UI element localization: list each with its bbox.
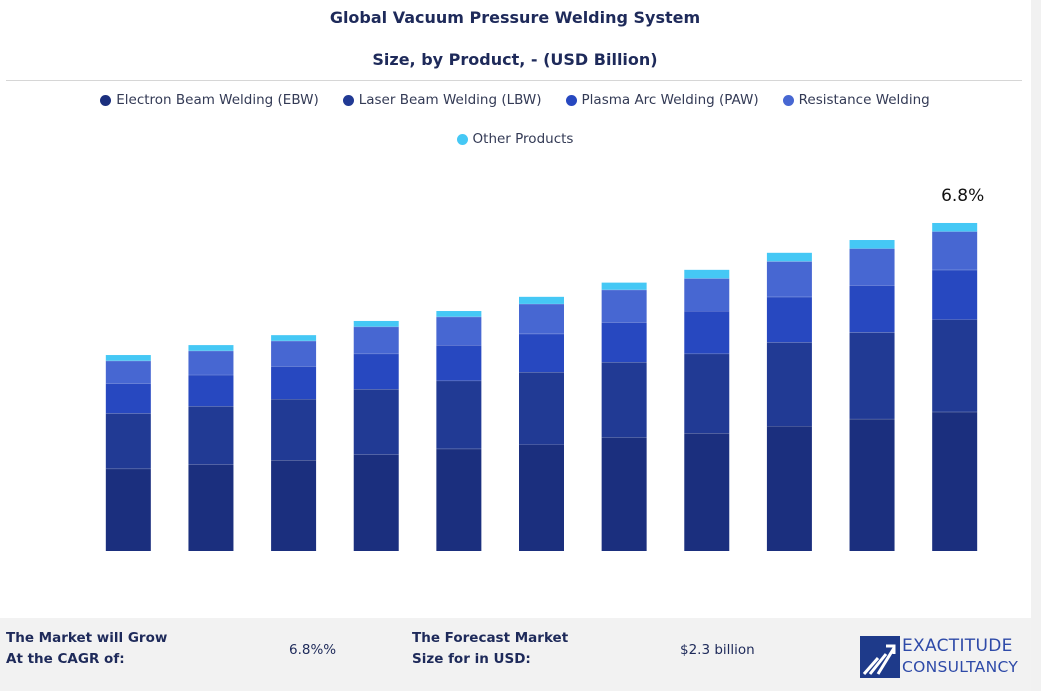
bar-segment: [271, 340, 317, 367]
bar-segment: [932, 319, 978, 412]
bar-segment: [519, 296, 564, 304]
legend-label: Resistance Welding: [798, 92, 930, 108]
label-line: At the CAGR of:: [6, 651, 125, 667]
label-line: The Forecast Market: [412, 630, 569, 646]
cagr-value: 6.8%%: [289, 642, 337, 658]
legend-item: Electron Beam Welding (EBW): [100, 89, 319, 111]
bar-segment: [519, 333, 564, 373]
bar-segment: [436, 311, 482, 317]
bar-segment: [684, 353, 730, 434]
bar-segment: [932, 269, 978, 320]
bar-segment: [601, 437, 647, 551]
bar-segment: [849, 248, 895, 286]
bar-segment: [188, 350, 234, 375]
bar-segment: [766, 252, 812, 262]
scrollbar: [1031, 0, 1041, 691]
divider: [6, 80, 1022, 81]
chart: 6.8%: [105, 186, 984, 551]
bar-segment: [849, 418, 895, 551]
bar-segment: [105, 383, 151, 414]
bar-segment: [436, 380, 482, 449]
legend-item: Other Products: [456, 128, 574, 150]
legend-marker: [100, 94, 112, 106]
bar-segment: [684, 311, 730, 354]
legend-marker: [342, 94, 354, 106]
bar-segment: [766, 426, 812, 551]
bar-segment: [353, 353, 399, 390]
bar-segment: [684, 433, 730, 551]
bar-segment: [436, 345, 482, 381]
bar-segment: [519, 444, 564, 551]
bar-segment: [271, 366, 317, 400]
bar-segment: [188, 374, 234, 407]
bar-segment: [766, 261, 812, 297]
bar-segment: [932, 411, 978, 551]
legend-marker: [782, 94, 794, 106]
bar-segment: [436, 448, 482, 551]
bar-segment: [932, 231, 978, 270]
legend-label: Other Products: [472, 131, 574, 147]
bar-segment: [849, 332, 895, 419]
forecast-value: $2.3 billion: [680, 642, 755, 658]
bar-segment: [849, 285, 895, 333]
bar-segment: [519, 303, 564, 334]
bar-segment: [105, 468, 151, 551]
footer: The Market will Grow At the CAGR of: 6.8%…: [0, 618, 1031, 691]
bar-segment: [271, 399, 317, 461]
bar-segment: [601, 289, 647, 323]
bar-segment: [188, 345, 234, 351]
legend-label: Laser Beam Welding (LBW): [358, 92, 542, 108]
bar-segment: [353, 320, 399, 327]
logo-icon: [860, 636, 900, 678]
bar-segment: [601, 282, 647, 290]
label-line: Size for in USD:: [412, 651, 531, 667]
legend-label: Electron Beam Welding (EBW): [116, 92, 319, 108]
bar-segment: [684, 269, 730, 279]
cagr-label: The Market will Grow At the CAGR of:: [6, 628, 167, 670]
bar-segment: [188, 464, 234, 551]
bar-segment: [353, 454, 399, 551]
bar-segment: [684, 278, 730, 312]
bar-segment: [105, 413, 151, 469]
bar-segment: [766, 342, 812, 427]
bar-segment: [105, 355, 151, 361]
bar-segment: [519, 372, 564, 445]
annotation: 6.8%: [941, 186, 984, 206]
bar-segment: [188, 406, 234, 465]
bar-segment: [271, 335, 317, 341]
legend-label: Plasma Arc Welding (PAW): [581, 92, 759, 108]
bar-segment: [353, 389, 399, 455]
legend: Electron Beam Welding (EBW) Laser Beam We…: [85, 89, 945, 150]
legend-marker: [456, 133, 468, 145]
logo-text: EXACTITUDE: [902, 636, 1013, 656]
bar-segment: [932, 222, 978, 232]
bar-segment: [353, 326, 399, 354]
bar-segment: [105, 360, 151, 384]
forecast-label: The Forecast Market Size for in USD:: [412, 628, 568, 670]
bar-segment: [436, 316, 482, 346]
chart-subtitle: Size, by Product, - (USD Billion): [372, 50, 658, 69]
bar-segment: [601, 322, 647, 363]
bar-segment: [271, 460, 317, 551]
bar-segment: [849, 240, 895, 249]
label-line: The Market will Grow: [6, 630, 168, 646]
bar-segment: [766, 296, 812, 343]
chart-title: Global Vacuum Pressure Welding System: [329, 8, 701, 27]
legend-item: Resistance Welding: [782, 89, 930, 111]
logo-text: CONSULTANCY: [902, 658, 1019, 676]
bar-segment: [601, 362, 647, 438]
legend-item: Laser Beam Welding (LBW): [342, 89, 542, 111]
legend-item: Plasma Arc Welding (PAW): [565, 89, 759, 111]
legend-marker: [565, 94, 577, 106]
